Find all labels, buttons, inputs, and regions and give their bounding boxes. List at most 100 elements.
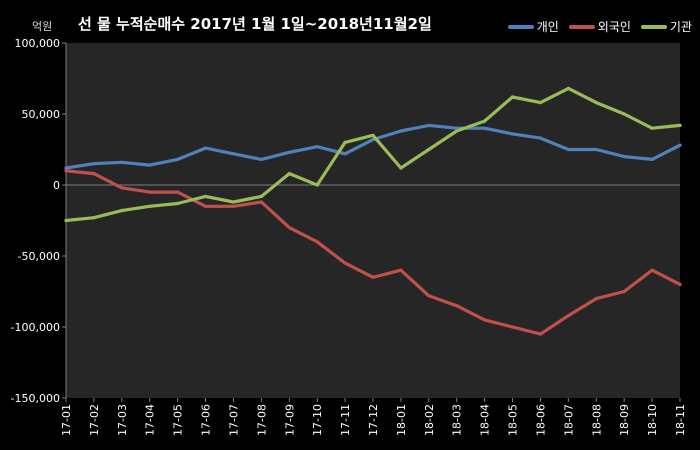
x-tick-label: 18-11: [674, 404, 687, 436]
series-2-point: [287, 172, 291, 176]
series-0-point: [148, 163, 152, 167]
series-1-point: [120, 186, 124, 190]
series-1-point: [566, 314, 571, 318]
x-tick-label: 18-08: [590, 404, 603, 436]
x-tick-label: 17-10: [311, 404, 324, 436]
series-1-point: [399, 268, 403, 272]
legend: 개인 외국인 기관: [507, 18, 692, 35]
x-tick-label: 18-06: [534, 404, 547, 436]
x-tick-label: 17-12: [367, 404, 380, 436]
series-2-point: [64, 218, 68, 223]
series-0-point: [427, 123, 431, 127]
series-0-point: [399, 129, 403, 133]
series-0-point: [92, 162, 96, 166]
series-2-point: [483, 119, 487, 123]
series-1-point: [455, 304, 459, 308]
series-2-point: [148, 204, 152, 208]
y-tick-label: -150,000: [11, 392, 60, 405]
x-tick-label: 18-05: [507, 404, 520, 436]
chart-title: 선 물 누적순매수 2017년 1월 1일~2018년11월2일: [78, 15, 432, 33]
series-2-point: [455, 129, 459, 133]
series-0-point: [650, 157, 654, 161]
series-1-point: [678, 282, 682, 286]
legend-swatch-institution: [640, 24, 667, 29]
x-tick-label: 18-01: [395, 404, 408, 436]
series-0-point: [120, 160, 124, 164]
series-1-point: [594, 297, 598, 301]
plot-background: [66, 43, 680, 398]
x-tick-label: 17-01: [60, 404, 73, 436]
series-0-point: [678, 143, 682, 147]
x-tick-label: 18-03: [451, 404, 464, 436]
x-tick-label: 18-09: [618, 404, 631, 436]
series-0-point: [343, 152, 347, 156]
series-2-point: [510, 95, 515, 99]
series-0-point: [510, 132, 515, 136]
series-0-point: [203, 146, 208, 150]
series-0-point: [594, 147, 598, 152]
unit-label: 억원: [32, 20, 53, 33]
series-2-point: [259, 194, 263, 198]
x-tick-label: 17-03: [116, 404, 129, 436]
series-2-point: [399, 166, 403, 170]
series-1-point: [622, 289, 626, 294]
series-2-point: [92, 216, 96, 220]
x-tick-label: 17-04: [144, 404, 157, 436]
legend-item-individual: 개인: [507, 18, 559, 35]
x-tick-label: 17-02: [88, 404, 101, 436]
series-1-point: [148, 190, 152, 194]
series-2-point: [371, 133, 375, 137]
series-2-point: [594, 101, 598, 105]
x-tick-label: 18-10: [646, 404, 659, 436]
legend-item-foreign: 외국인: [568, 18, 631, 35]
series-0-point: [483, 126, 487, 130]
series-1-point: [483, 318, 487, 322]
series-1-point: [231, 204, 236, 208]
series-1-point: [315, 240, 319, 244]
x-tick-label: 17-05: [172, 404, 185, 436]
x-tick-label: 17-09: [283, 404, 296, 436]
series-2-point: [231, 200, 236, 204]
series-2-point: [538, 101, 543, 105]
series-0-point: [259, 157, 263, 161]
series-1-point: [538, 332, 543, 336]
legend-swatch-foreign: [568, 24, 595, 29]
series-0-point: [176, 157, 180, 161]
series-1-point: [176, 190, 180, 194]
series-2-point: [120, 209, 124, 213]
series-1-point: [92, 172, 96, 176]
x-tick-label: 17-08: [255, 404, 268, 436]
series-2-point: [566, 86, 571, 90]
series-0-point: [538, 136, 543, 140]
y-tick-label: 50,000: [22, 108, 61, 121]
series-0-point: [566, 147, 571, 152]
x-tick-label: 17-06: [200, 404, 213, 436]
legend-swatch-individual: [507, 24, 534, 29]
series-0-point: [371, 138, 375, 142]
x-tick-label: 18-07: [562, 404, 575, 436]
series-1-point: [371, 275, 375, 279]
series-0-point: [622, 155, 626, 159]
legend-label-individual: 개인: [536, 20, 559, 34]
series-1-point: [427, 294, 431, 298]
series-2-point: [315, 183, 319, 187]
series-0-point: [455, 126, 459, 130]
legend-label-institution: 기관: [669, 20, 692, 34]
x-tick-label: 18-04: [479, 404, 492, 436]
series-0-point: [64, 166, 68, 170]
series-2-point: [343, 140, 347, 144]
series-2-point: [176, 201, 180, 206]
y-tick-label: -100,000: [11, 321, 60, 334]
series-1-point: [343, 261, 347, 265]
y-tick-label: 0: [53, 179, 60, 192]
series-0-point: [287, 150, 291, 154]
series-1-point: [287, 226, 291, 230]
series-2-point: [678, 123, 682, 127]
y-tick-label: -50,000: [18, 250, 60, 263]
series-1-point: [650, 268, 654, 272]
x-tick-label: 17-11: [339, 404, 352, 436]
y-tick-label: 100,000: [15, 37, 61, 50]
legend-item-institution: 기관: [640, 18, 692, 35]
